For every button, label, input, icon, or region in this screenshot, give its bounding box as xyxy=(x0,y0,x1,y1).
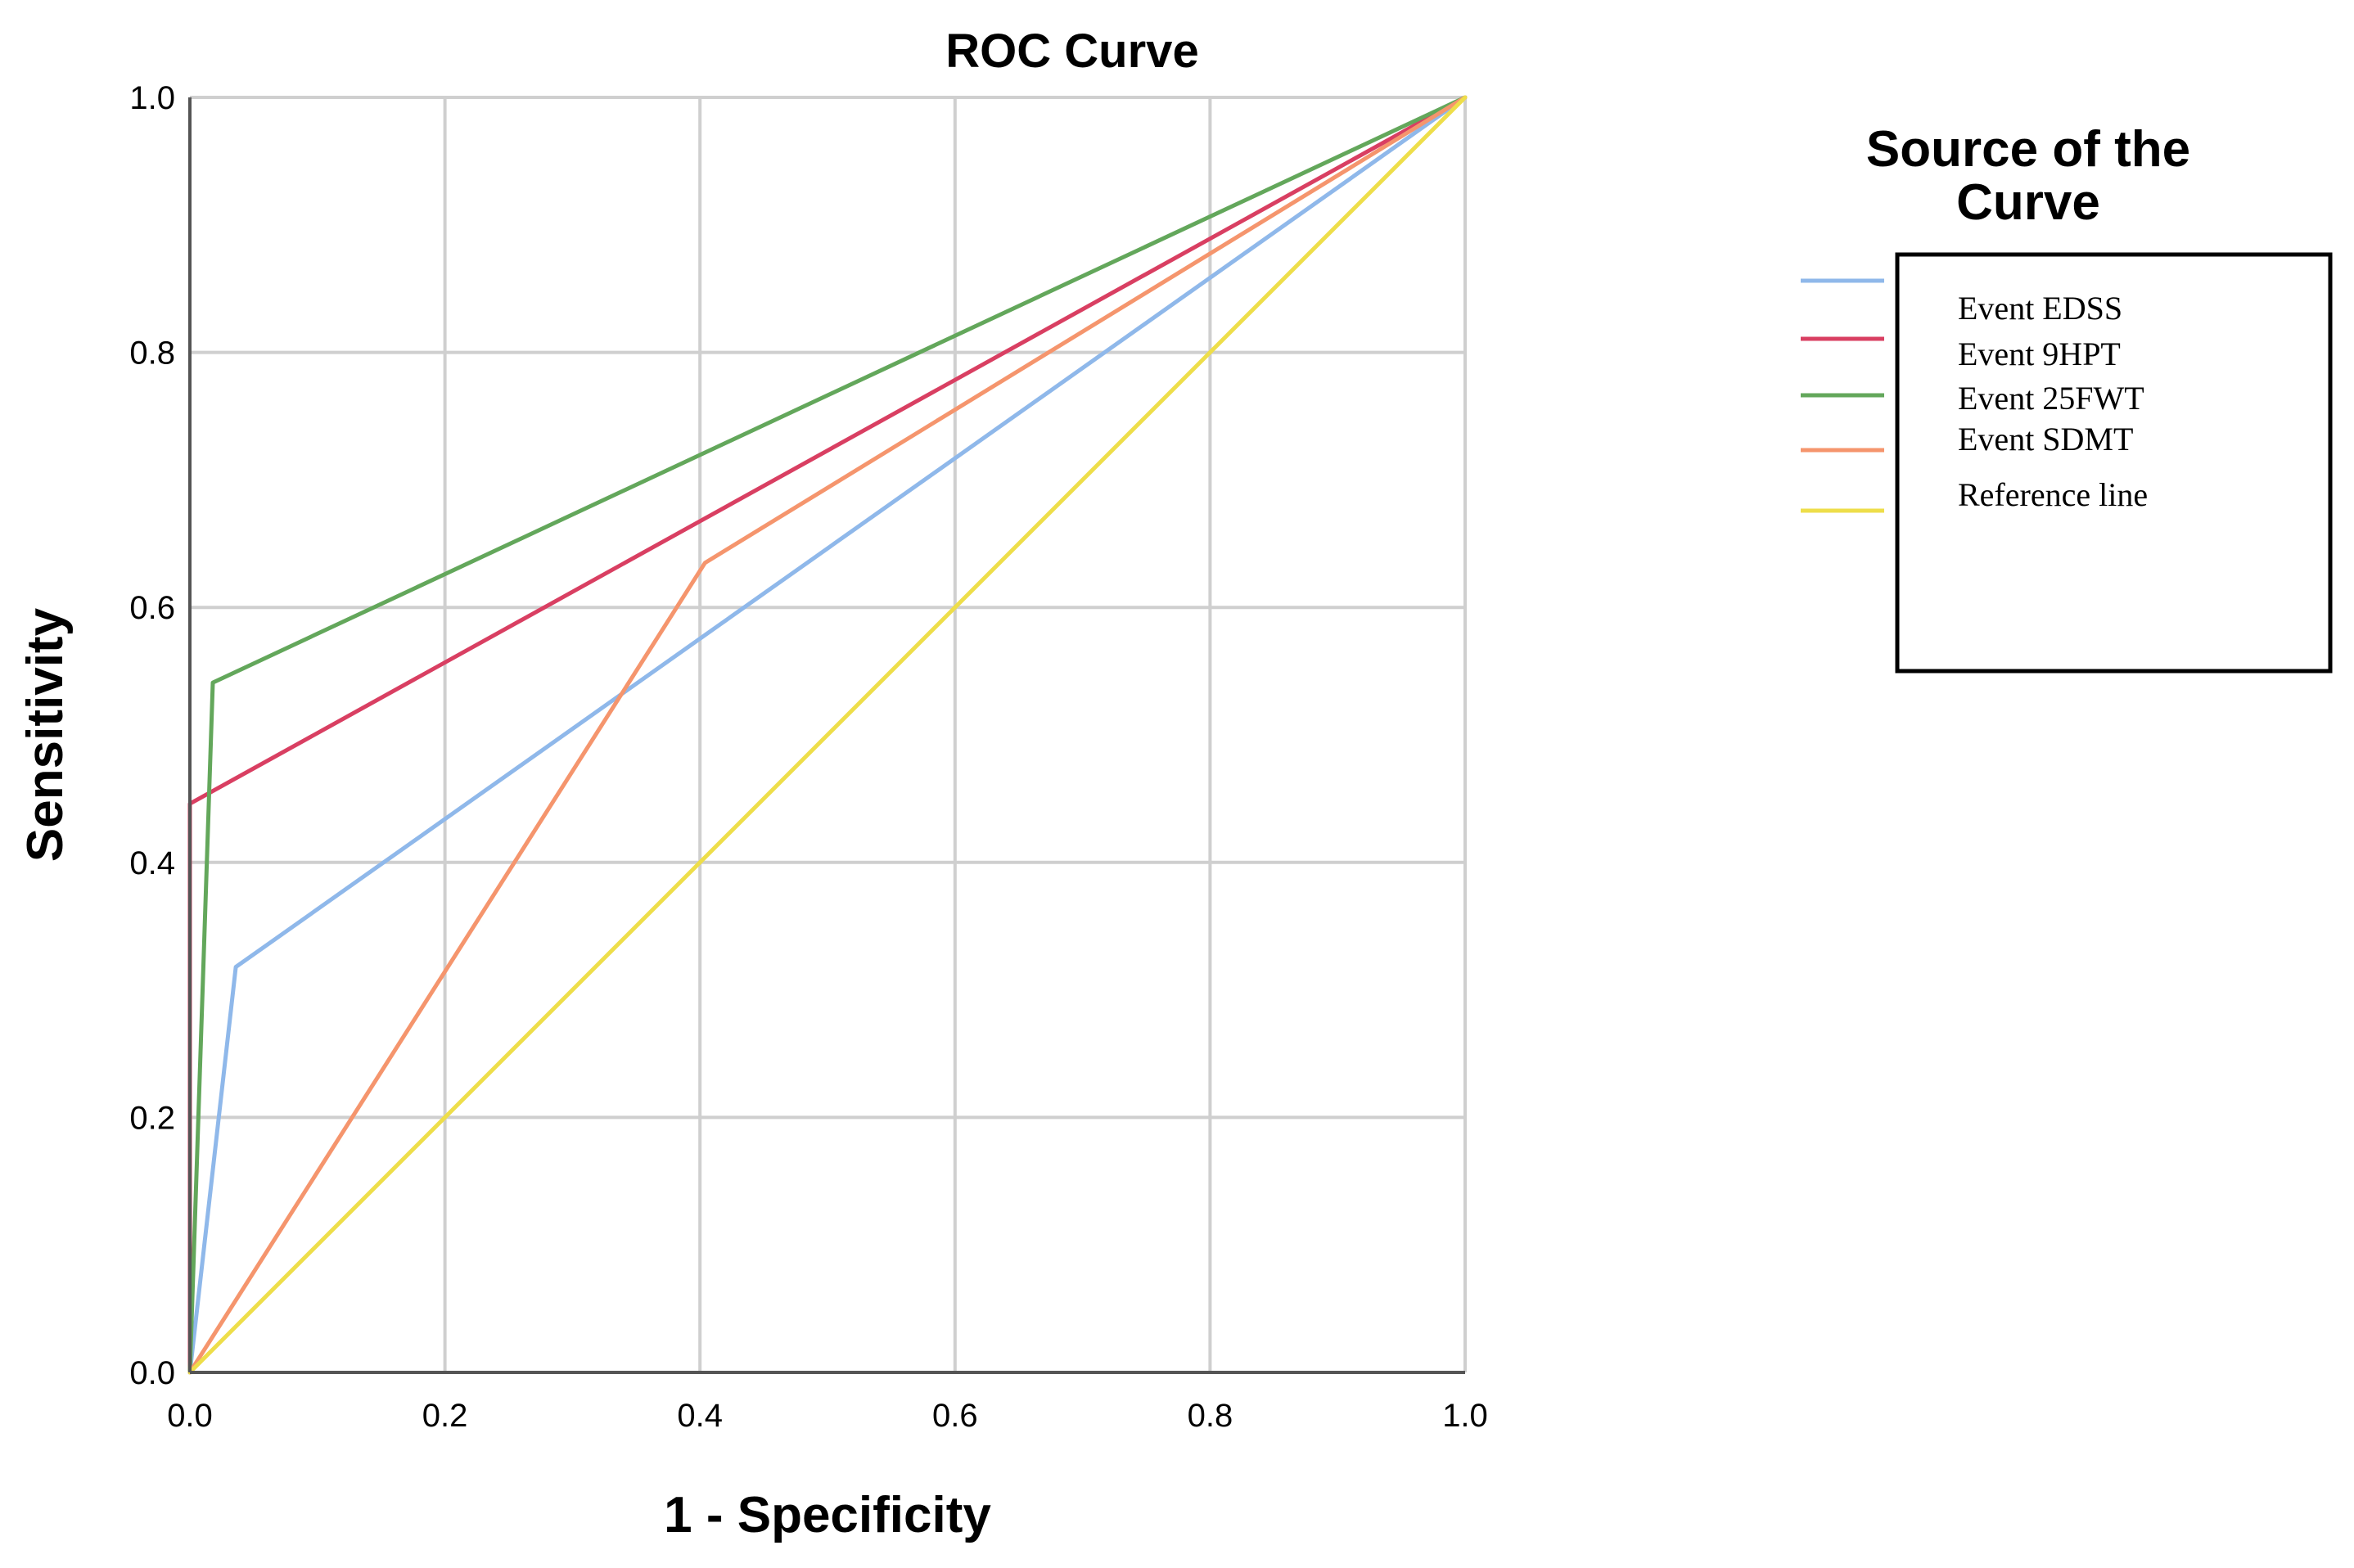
axis-lines xyxy=(188,97,1465,1374)
x-tick-label: 1.0 xyxy=(1442,1398,1488,1434)
y-tick-label: 0.6 xyxy=(129,590,175,626)
y-tick-label: 1.0 xyxy=(129,80,175,116)
x-tick-label: 0.8 xyxy=(1188,1398,1233,1434)
legend-label: Event EDSS xyxy=(1958,290,2122,327)
x-tick-label: 0.2 xyxy=(422,1398,468,1434)
grid-lines xyxy=(188,96,1467,1374)
x-tick-labels: 0.0 0.2 0.4 0.6 0.8 1.0 xyxy=(167,1398,1488,1434)
legend: Event EDSS Event 9HPT Event 25FWT Event SDM… xyxy=(1801,278,2148,513)
legend-title: Source of the Curve xyxy=(1866,121,2190,231)
series-line-event-25fwt xyxy=(187,95,1468,1375)
series-line-reference-line xyxy=(187,95,1468,1375)
x-axis-label: 1 - Specificity xyxy=(664,1487,991,1543)
y-tick-label: 0.8 xyxy=(129,336,175,372)
legend-label: Event SDMT xyxy=(1958,421,2133,457)
series-line-event-edss xyxy=(187,95,1468,1375)
legend-label: Event 25FWT xyxy=(1958,380,2144,417)
x-tick-label: 0.6 xyxy=(932,1398,978,1434)
y-tick-label: 0.4 xyxy=(129,845,175,881)
y-tick-label: 0.2 xyxy=(129,1100,175,1136)
x-tick-label: 0.4 xyxy=(677,1398,723,1434)
y-tick-labels: 0.0 0.2 0.4 0.6 0.8 1.0 xyxy=(129,80,175,1391)
chart-title: ROC Curve xyxy=(945,25,1198,78)
y-tick-label: 0.0 xyxy=(129,1355,175,1391)
legend-title-line: Curve xyxy=(1956,174,2100,231)
x-tick-label: 0.0 xyxy=(167,1398,213,1434)
legend-title-line: Source of the xyxy=(1866,121,2190,178)
series-line-event-sdmt xyxy=(187,95,1468,1375)
y-axis-label: Sensitivity xyxy=(17,607,74,862)
legend-label: Event 9HPT xyxy=(1958,336,2121,372)
legend-label: Reference line xyxy=(1958,476,2148,513)
legend-box xyxy=(1895,252,2333,674)
